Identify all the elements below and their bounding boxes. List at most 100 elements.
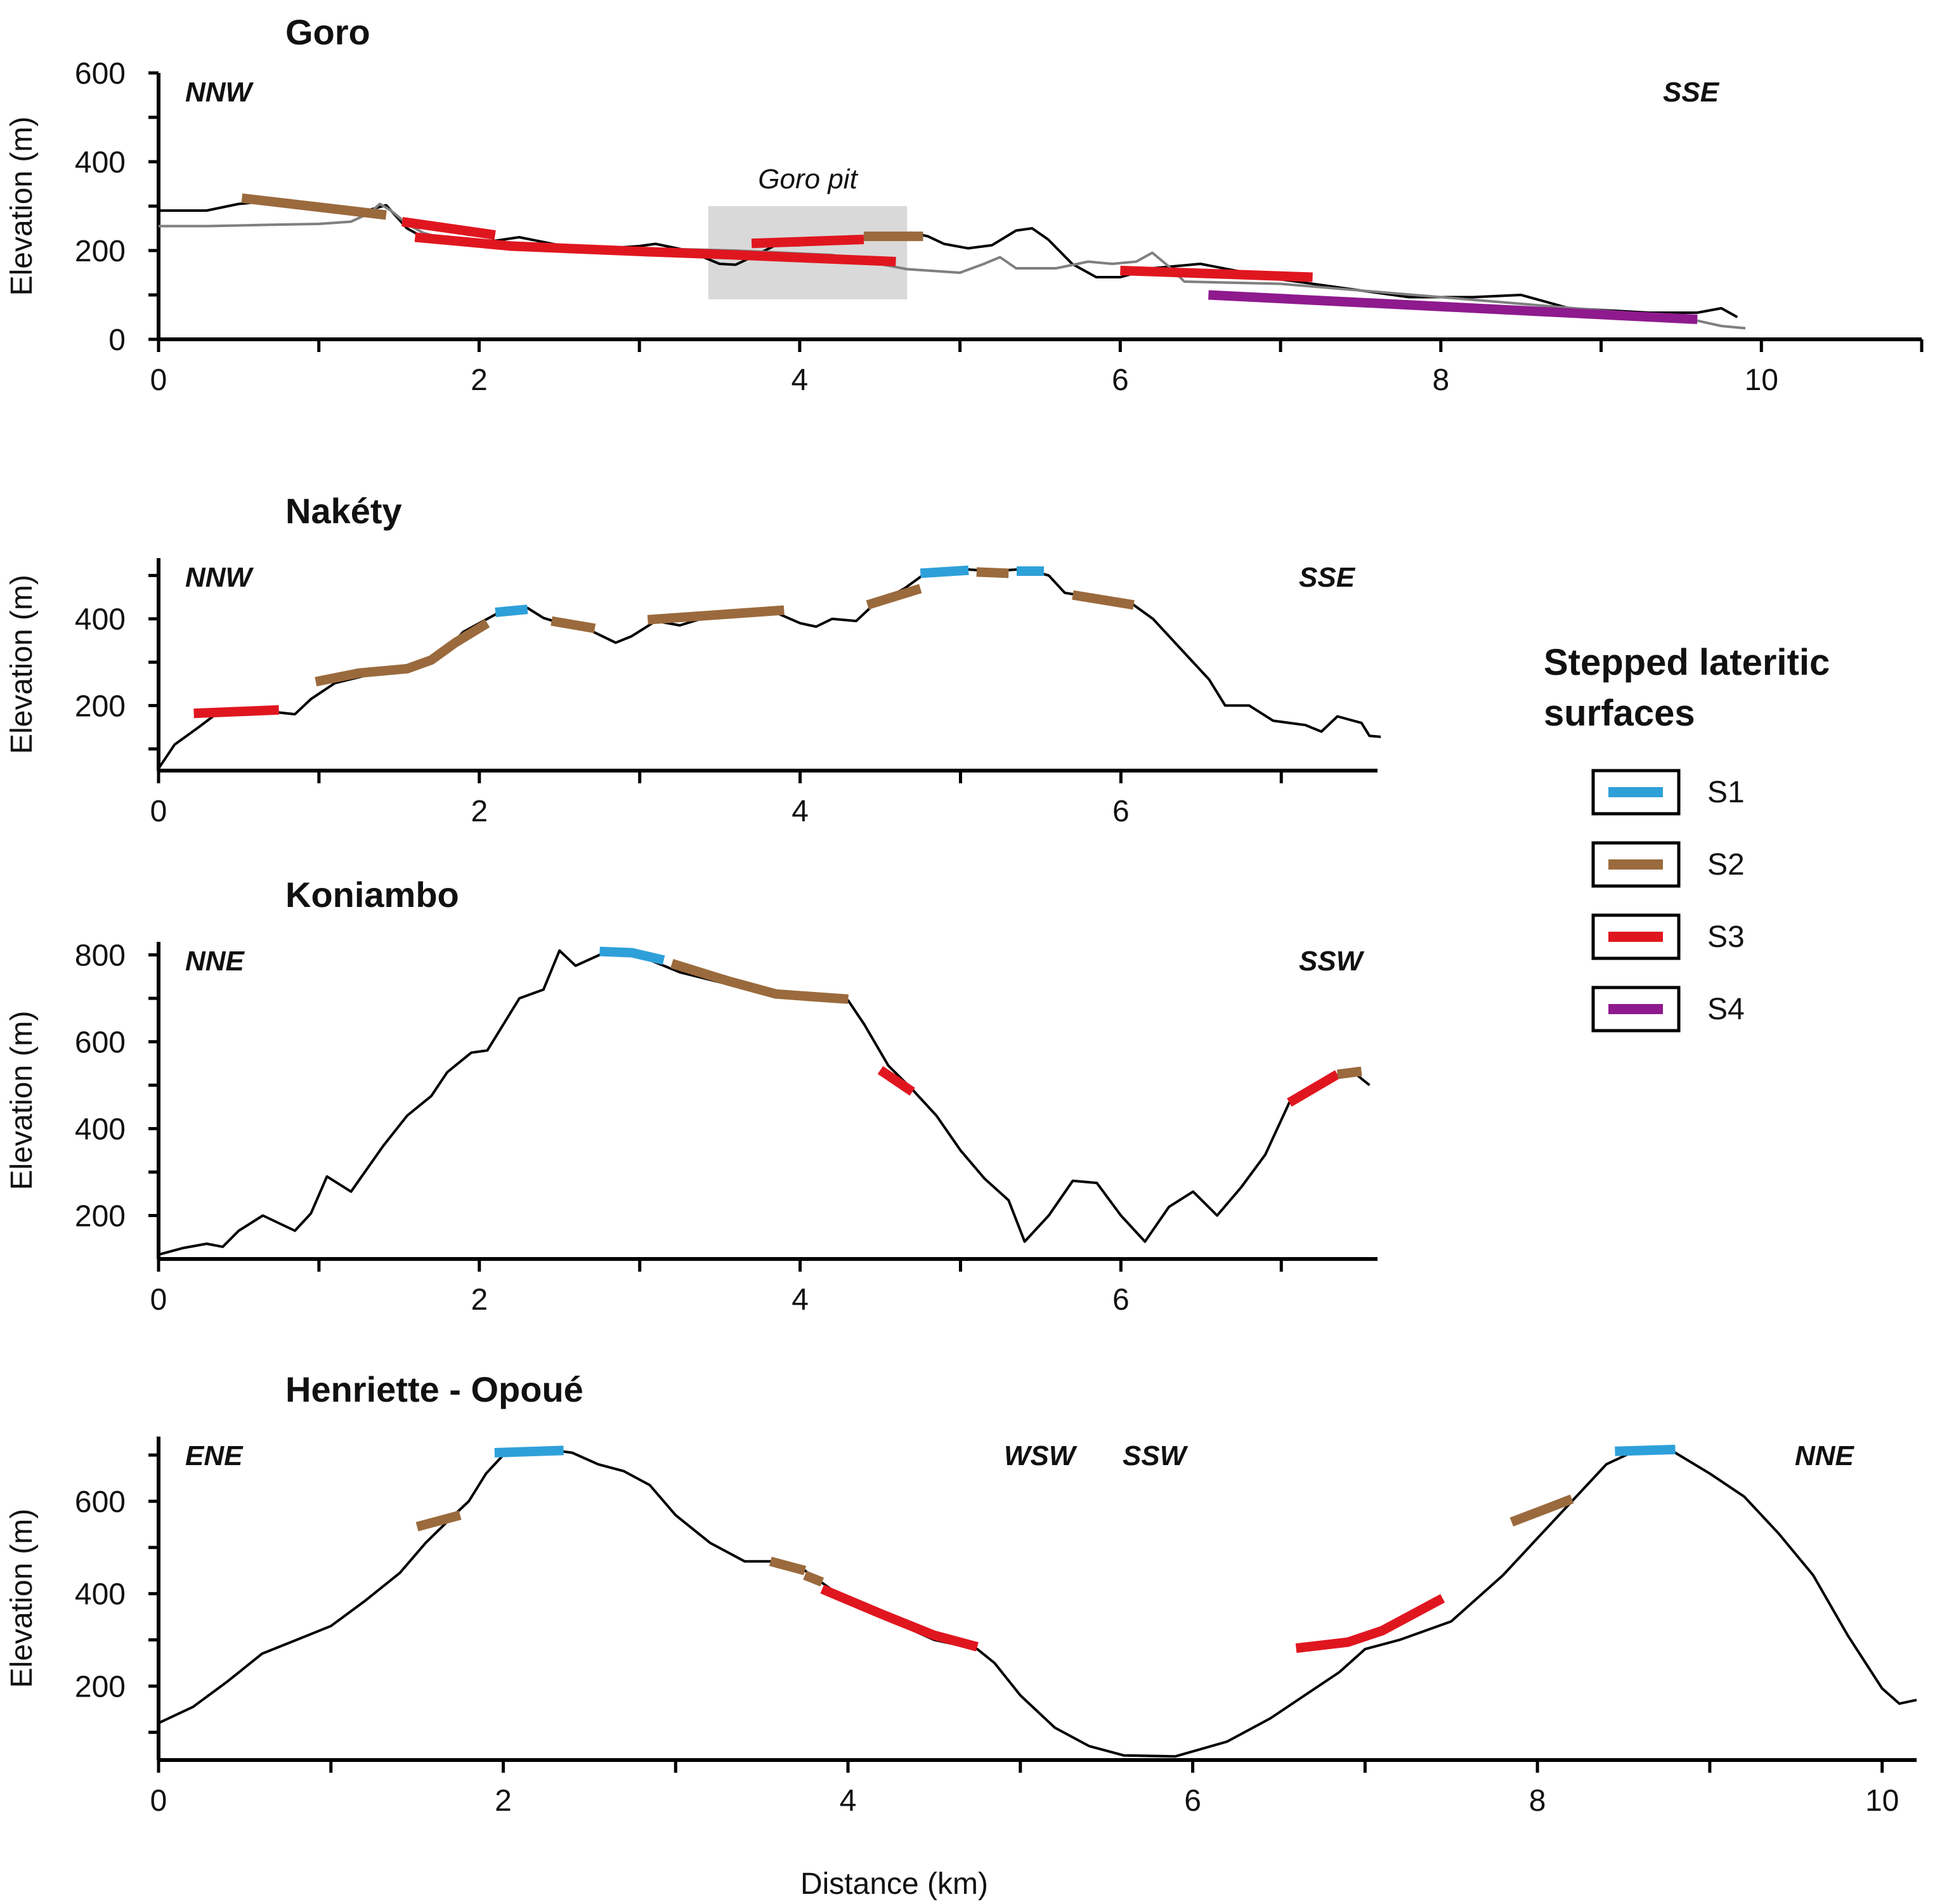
surface-s2: [670, 959, 849, 1004]
y-tick-label: 600: [75, 1485, 126, 1519]
panel-title: Henriette - Opoué: [285, 1369, 583, 1409]
surface-s2: [866, 584, 922, 610]
y-axis-title: Elevation (m): [5, 117, 39, 296]
surface-s3: [1287, 1070, 1340, 1107]
y-tick-label: 600: [75, 1026, 126, 1060]
surface-s2: [803, 1570, 824, 1587]
surface-s2: [647, 605, 785, 625]
x-tick-label: 10: [1745, 363, 1778, 397]
x-tick-label: 0: [150, 363, 167, 397]
direction-left: NNW: [185, 77, 254, 108]
legend-label: S4: [1707, 993, 1745, 1026]
x-tick-label: 4: [792, 363, 809, 397]
y-tick-label: 200: [75, 1670, 126, 1704]
x-tick-label: 6: [1112, 795, 1130, 828]
direction-right: NNE: [1795, 1440, 1855, 1471]
surface-s3: [401, 217, 496, 240]
profile-current-line: [157, 568, 1381, 769]
surface-s3: [877, 1066, 915, 1096]
legend-label: S1: [1707, 776, 1745, 809]
legend-item-s2: S2: [1591, 841, 1745, 888]
legend-item-s3: S3: [1591, 913, 1745, 960]
surface-s3: [751, 235, 864, 249]
direction-left: ENE: [185, 1440, 244, 1471]
x-tick-label: 4: [792, 795, 809, 828]
x-tick-label: 8: [1432, 363, 1449, 397]
x-tick-label: 2: [471, 795, 488, 828]
direction-right: SSE: [1299, 562, 1356, 593]
panel-2: Nakéty 0 2 4 6 200 400 Elevation (m) NNW SSE: [5, 491, 1381, 828]
direction-mid-left: WSW: [1004, 1440, 1078, 1471]
profile-current-line: [158, 1447, 1917, 1758]
panel-3: Koniambo 0 2 4 6 200 400 600 800 Elevation (m) NNE…: [5, 875, 1378, 1317]
y-tick-label: 200: [75, 1200, 126, 1234]
surface-s1: [920, 565, 969, 578]
x-tick-label: 4: [792, 1283, 809, 1317]
surface-s2: [1509, 1494, 1574, 1527]
surface-s1: [599, 946, 665, 965]
x-tick-label: 4: [840, 1784, 857, 1818]
direction-left: NNE: [185, 946, 245, 977]
surface-s3: [414, 232, 896, 266]
surface-s2: [1072, 590, 1135, 610]
legend-item-s1: S1: [1591, 769, 1745, 816]
x-tick-label: 8: [1529, 1784, 1546, 1818]
x-tick-label: 10: [1865, 1784, 1899, 1818]
surface-s2: [976, 567, 1009, 578]
surface-s2: [415, 1510, 462, 1532]
panel-title: Nakéty: [285, 491, 402, 531]
y-tick-label: 200: [75, 235, 126, 268]
surface-s1: [495, 604, 528, 617]
x-tick-label: 2: [471, 363, 488, 397]
legend-swatch-box: [1591, 769, 1681, 816]
y-axis-title: Elevation (m): [5, 1011, 39, 1190]
x-tick-label: 0: [150, 795, 167, 828]
y-tick-label: 0: [108, 323, 126, 357]
x-axis-title: Distance (km): [800, 1867, 988, 1901]
surface-s3: [193, 705, 280, 719]
x-tick-label: 6: [1112, 1283, 1130, 1317]
y-tick-label: 400: [75, 603, 126, 637]
x-tick-label: 0: [150, 1784, 167, 1818]
surface-s1: [494, 1445, 564, 1457]
surface-s3: [1295, 1594, 1445, 1653]
panel-title: Goro: [285, 12, 370, 52]
legend-label: S2: [1707, 848, 1745, 882]
direction-right: SSE: [1663, 77, 1720, 108]
surface-s2: [241, 193, 387, 220]
surface-s1: [1615, 1444, 1676, 1456]
profile-current-line: [159, 199, 1738, 318]
direction-mid-right: SSW: [1123, 1440, 1189, 1471]
x-tick-label: 0: [150, 1283, 167, 1317]
y-tick-label: 400: [75, 1113, 126, 1147]
profile-current-line: [158, 949, 1371, 1256]
y-axis-title: Elevation (m): [5, 575, 39, 754]
x-tick-label: 2: [495, 1784, 512, 1818]
surface-s2: [315, 619, 490, 687]
surface-s4: [1208, 290, 1698, 324]
y-axis-title: Elevation (m): [5, 1509, 39, 1688]
surface-s2: [551, 616, 596, 634]
y-tick-label: 600: [75, 57, 126, 91]
surface-s3: [820, 1584, 979, 1652]
panel-title: Koniambo: [285, 875, 459, 915]
x-tick-label: 6: [1184, 1784, 1201, 1818]
x-tick-label: 2: [471, 1283, 488, 1317]
direction-left: NNW: [185, 562, 254, 593]
legend-item-s4: S4: [1591, 986, 1745, 1033]
legend-label: S3: [1707, 920, 1745, 954]
panel-1: Goro Goro pit 0 2 4 6 8 10 0 200 400 600 Elevation (…: [5, 12, 1924, 397]
pit-label: Goro pit: [758, 164, 858, 195]
panel-4: Henriette - Opoué 0 2 4 6 8 10 200 400 600 Elevati…: [5, 1369, 1917, 1818]
y-tick-label: 800: [75, 939, 126, 973]
legend-title-line1: Stepped lateritic: [1544, 642, 1830, 683]
surface-s3: [1120, 266, 1313, 282]
x-tick-label: 6: [1112, 363, 1129, 397]
surface-s2: [1336, 1066, 1362, 1079]
y-tick-label: 200: [75, 689, 126, 723]
direction-right: SSW: [1299, 946, 1365, 977]
y-tick-label: 400: [75, 146, 126, 179]
legend-title-line2: surfaces: [1544, 693, 1695, 734]
y-tick-label: 400: [75, 1578, 126, 1612]
